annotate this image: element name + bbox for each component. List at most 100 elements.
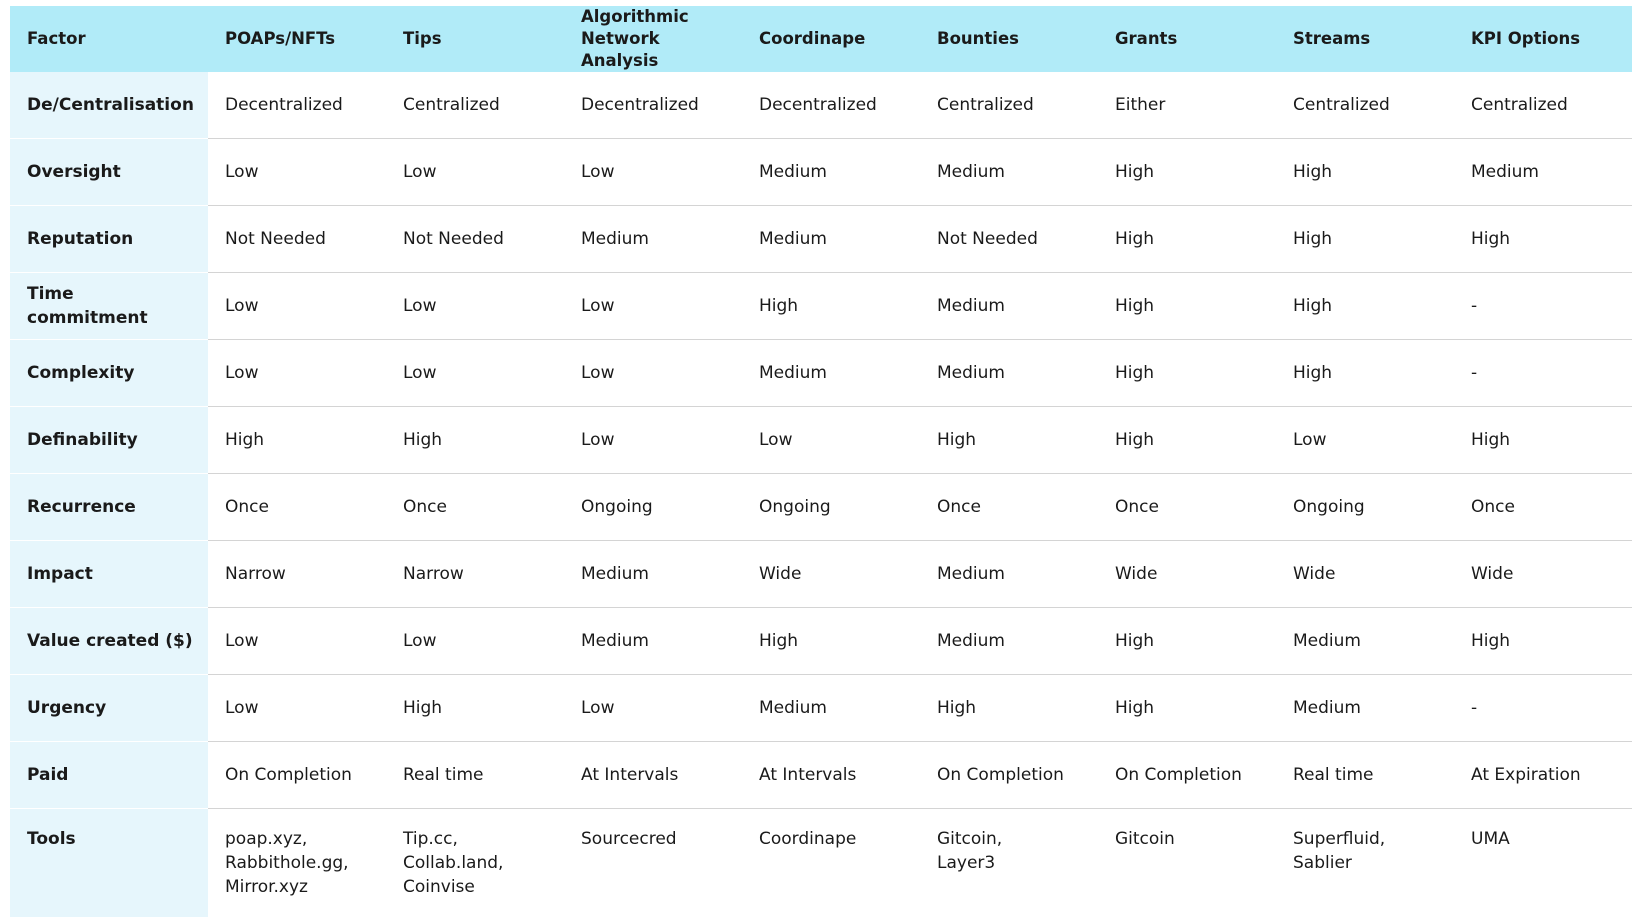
comparison-table: Factor POAPs/NFTs Tips Algorithmic Network … — [10, 6, 1632, 917]
table-cell: Wide — [1098, 540, 1276, 608]
table-cell: High — [1098, 138, 1276, 206]
table-row: Definability High High Low Low High High Low Hig… — [10, 406, 1632, 474]
table-cell: Narrow — [386, 540, 564, 608]
table-cell: Real time — [386, 741, 564, 809]
table-cell: Not Needed — [920, 205, 1098, 273]
table-cell: Medium — [920, 339, 1098, 407]
table-cell: Medium — [920, 540, 1098, 608]
table-cell: Low — [564, 406, 742, 474]
table-cell: Gitcoin — [1115, 829, 1175, 849]
table-cell: Ongoing — [742, 473, 920, 541]
table-row: De/Centralisation Decentralized Centralize… — [10, 72, 1632, 139]
table-cell: Coordinape — [759, 829, 857, 849]
table-cell: High — [1098, 674, 1276, 742]
table-cell: High — [1098, 607, 1276, 675]
table-cell: Once — [1454, 473, 1632, 541]
table-row: Paid On Completion Real time At Intervals At… — [10, 741, 1632, 809]
row-label: Recurrence — [10, 473, 208, 541]
table-cell: Wide — [742, 540, 920, 608]
table-cell: Low — [386, 607, 564, 675]
table-header: Factor POAPs/NFTs Tips Algorithmic Network … — [10, 6, 1632, 72]
table-cell: Gitcoin, Layer3 — [937, 829, 1003, 873]
table-cell: Low — [564, 674, 742, 742]
table-row: Recurrence Once Once Ongoing Ongoing Once Once… — [10, 473, 1632, 541]
table-row: Time commitment Low Low Low High Medium High Hi… — [10, 272, 1632, 340]
header-row: Factor POAPs/NFTs Tips Algorithmic Network … — [10, 6, 1632, 72]
table-cell: Medium — [1454, 138, 1632, 206]
table-cell: Low — [208, 607, 386, 675]
table-cell: Low — [742, 406, 920, 474]
table-container: Factor POAPs/NFTs Tips Algorithmic Network … — [10, 6, 1632, 917]
table-cell: - — [1454, 674, 1632, 742]
column-header: Tips — [386, 6, 564, 72]
table-cell: On Completion — [1098, 741, 1276, 809]
row-label: Paid — [10, 741, 208, 809]
table-cell: High — [1454, 406, 1632, 474]
table-cell: High — [1454, 607, 1632, 675]
table-cell: High — [1098, 339, 1276, 407]
table-cell: On Completion — [208, 741, 386, 809]
table-cell: Decentralized — [208, 72, 386, 139]
table-cell: High — [1098, 205, 1276, 273]
table-cell: Centralized — [920, 72, 1098, 139]
table-row: Complexity Low Low Low Medium Medium High High - — [10, 339, 1632, 407]
table-cell: Low — [386, 339, 564, 407]
row-label: Impact — [10, 540, 208, 608]
table-cell: Medium — [564, 205, 742, 273]
column-header: Coordinape — [742, 6, 920, 72]
table-cell: Low — [564, 339, 742, 407]
table-cell: High — [920, 674, 1098, 742]
table-cell: Medium — [920, 138, 1098, 206]
table-cell: High — [1276, 205, 1454, 273]
table-cell: Medium — [564, 540, 742, 608]
table-cell: Ongoing — [1276, 473, 1454, 541]
table-cell: Low — [564, 272, 742, 340]
table-row: Urgency Low High Low Medium High High Medium - — [10, 674, 1632, 742]
table-cell: - — [1454, 272, 1632, 340]
table-cell: Either — [1098, 72, 1276, 139]
table-cell: Centralized — [1276, 72, 1454, 139]
table-cell: Medium — [1276, 674, 1454, 742]
table-cell: At Expiration — [1454, 741, 1632, 809]
table-cell: At Intervals — [564, 741, 742, 809]
table-cell: Narrow — [208, 540, 386, 608]
row-label: Complexity — [10, 339, 208, 407]
table-cell: High — [1098, 406, 1276, 474]
table-cell: Ongoing — [564, 473, 742, 541]
column-header: Grants — [1098, 6, 1276, 72]
table-cell: High — [742, 272, 920, 340]
table-cell: Sourcecred — [581, 829, 677, 849]
table-cell: Decentralized — [564, 72, 742, 139]
table-row: Impact Narrow Narrow Medium Wide Medium Wide Wi… — [10, 540, 1632, 608]
table-cell: High — [1276, 339, 1454, 407]
table-row: Oversight Low Low Low Medium Medium High High Me… — [10, 138, 1632, 206]
table-cell: At Intervals — [742, 741, 920, 809]
table-cell: On Completion — [920, 741, 1098, 809]
table-cell: High — [920, 406, 1098, 474]
table-cell: Medium — [742, 138, 920, 206]
table-cell: Decentralized — [742, 72, 920, 139]
table-cell: Low — [208, 674, 386, 742]
column-header: Streams — [1276, 6, 1454, 72]
table-cell: Low — [386, 272, 564, 340]
row-label: Tools — [10, 808, 208, 917]
table-cell: Tip.cc, Collab.land, Coinvise — [403, 829, 504, 897]
table-cell: Medium — [564, 607, 742, 675]
table-cell: High — [386, 674, 564, 742]
row-label: Definability — [10, 406, 208, 474]
table-cell: UMA — [1471, 829, 1510, 849]
table-cell: Centralized — [1454, 72, 1632, 139]
table-cell: Centralized — [386, 72, 564, 139]
table-cell: Low — [564, 138, 742, 206]
row-label: Urgency — [10, 674, 208, 742]
table-cell: Real time — [1276, 741, 1454, 809]
table-row: Reputation Not Needed Not Needed Medium Medi… — [10, 205, 1632, 273]
table-row: Tools poap.xyz, Rabbithole.gg, Mirror.xyz… — [10, 808, 1632, 917]
table-cell: Once — [386, 473, 564, 541]
table-cell: Medium — [1276, 607, 1454, 675]
table-cell: Not Needed — [208, 205, 386, 273]
table-cell: poap.xyz, Rabbithole.gg, Mirror.xyz — [225, 829, 349, 897]
table-cell: High — [1454, 205, 1632, 273]
column-header: Algorithmic Network Analysis — [564, 6, 742, 72]
table-cell: Low — [208, 272, 386, 340]
